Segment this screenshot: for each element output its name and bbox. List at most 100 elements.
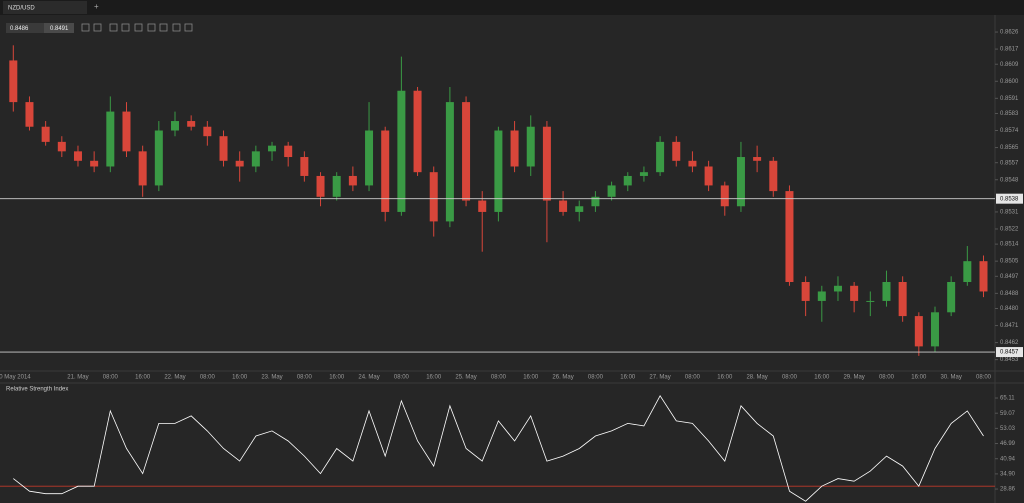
x-tick-label: 08:00 <box>491 375 507 381</box>
candle-body <box>623 175 632 186</box>
y-tick-label: 0.8480 <box>1000 306 1019 312</box>
candle-body <box>284 145 293 158</box>
tab-bar <box>0 0 1024 14</box>
tool[interactable] <box>147 23 156 32</box>
candle-body <box>704 166 713 186</box>
ask-box <box>44 23 74 33</box>
candle-body <box>510 130 519 167</box>
y-tick-label: 46.99 <box>1000 441 1016 447</box>
candle-body <box>429 172 438 222</box>
bid-box <box>6 23 44 33</box>
zoom-in[interactable] <box>81 23 90 32</box>
candle-body <box>445 102 454 222</box>
y-tick-label: 0.8505 <box>1000 259 1019 265</box>
candle-body <box>833 285 842 292</box>
x-tick-label: 16:00 <box>814 375 830 381</box>
candle-body <box>268 145 277 152</box>
y-tick-label: 40.94 <box>1000 456 1016 462</box>
x-tick-label: 27. May <box>649 375 670 381</box>
candle-body <box>542 126 551 201</box>
x-tick-label: 08:00 <box>103 375 119 381</box>
candle-body <box>753 157 762 161</box>
y-tick-label: 0.8471 <box>1000 323 1019 329</box>
candle-body <box>639 172 648 176</box>
candle-body <box>672 141 681 161</box>
zoom-out[interactable] <box>93 23 102 32</box>
candle-body <box>25 102 34 127</box>
x-tick-label: 08:00 <box>782 375 798 381</box>
y-tick-label: 34.90 <box>1000 471 1016 477</box>
candle-body <box>235 160 244 167</box>
candle-body <box>947 282 956 313</box>
candle-body <box>138 151 147 186</box>
y-tick-label: 0.8522 <box>1000 227 1019 233</box>
rsi-line <box>13 395 984 502</box>
candle-body <box>413 90 422 173</box>
y-tick-label: 0.8626 <box>1000 30 1019 36</box>
x-tick-label: 08:00 <box>685 375 701 381</box>
candle-body <box>769 160 778 192</box>
candle-body <box>41 126 50 142</box>
tool[interactable] <box>172 23 181 32</box>
price-label: 0.8457 <box>1000 350 1019 356</box>
x-tick-label: 16:00 <box>911 375 927 381</box>
x-tick-label: 22. May <box>164 375 185 381</box>
y-tick-label: 0.8531 <box>1000 210 1019 216</box>
price-label-box <box>996 193 1023 204</box>
candle-body <box>122 111 131 152</box>
x-tick-label: 21. May <box>67 375 88 381</box>
candle-body <box>462 102 471 201</box>
candle-body <box>882 282 891 301</box>
price-label: 0.8538 <box>1000 196 1019 202</box>
new-tab[interactable]: + <box>94 2 99 11</box>
y-tick-label: 0.8600 <box>1000 79 1019 85</box>
price-label-box <box>996 347 1023 358</box>
y-tick-label: 0.8583 <box>1000 111 1019 117</box>
x-tick-label: 16:00 <box>523 375 539 381</box>
y-tick-label: 65.11 <box>1000 396 1015 402</box>
rsi-title: Relative Strength Index <box>6 387 68 393</box>
x-tick-label: 26. May <box>552 375 573 381</box>
candle-body <box>720 185 729 207</box>
x-tick-label: 29. May <box>843 375 864 381</box>
candle-body <box>365 130 374 186</box>
tab[interactable] <box>3 1 87 14</box>
y-tick-label: 0.8557 <box>1000 160 1019 166</box>
candle-body <box>607 185 616 197</box>
tool[interactable] <box>159 23 168 32</box>
candle-body <box>154 130 163 186</box>
candle-body <box>478 200 487 212</box>
candle-body <box>348 175 357 186</box>
candle-body <box>785 191 794 282</box>
candle-body <box>801 282 810 301</box>
x-tick-label: 24. May <box>358 375 379 381</box>
candle-body <box>316 175 325 197</box>
candle-body <box>381 130 390 212</box>
tool[interactable] <box>134 23 143 32</box>
x-tick-label: 08:00 <box>588 375 604 381</box>
y-tick-label: 0.8565 <box>1000 145 1019 151</box>
x-tick-label: 08:00 <box>394 375 410 381</box>
y-tick-label: 0.8462 <box>1000 340 1019 346</box>
toolbar <box>81 23 193 32</box>
x-tick-label: 23. May <box>261 375 282 381</box>
candle-body <box>526 126 535 167</box>
tab-title[interactable]: NZD/USD <box>8 6 35 12</box>
candle-body <box>656 141 665 173</box>
y-tick-label: 0.8514 <box>1000 242 1019 248</box>
candle-body <box>397 90 406 212</box>
y-tick-label: 0.8574 <box>1000 128 1019 134</box>
y-tick-label: 0.8617 <box>1000 47 1019 53</box>
y-tick-label: 0.8488 <box>1000 291 1019 297</box>
candle-body <box>332 175 341 197</box>
candle-body <box>930 312 939 347</box>
x-tick-label: 08:00 <box>200 375 216 381</box>
candle-body <box>300 157 309 176</box>
tool[interactable] <box>121 23 130 32</box>
candle-body <box>898 282 907 317</box>
x-tick-label: 25. May <box>455 375 476 381</box>
tool[interactable] <box>109 23 118 32</box>
candle-body <box>866 300 875 302</box>
tool[interactable] <box>184 23 193 32</box>
